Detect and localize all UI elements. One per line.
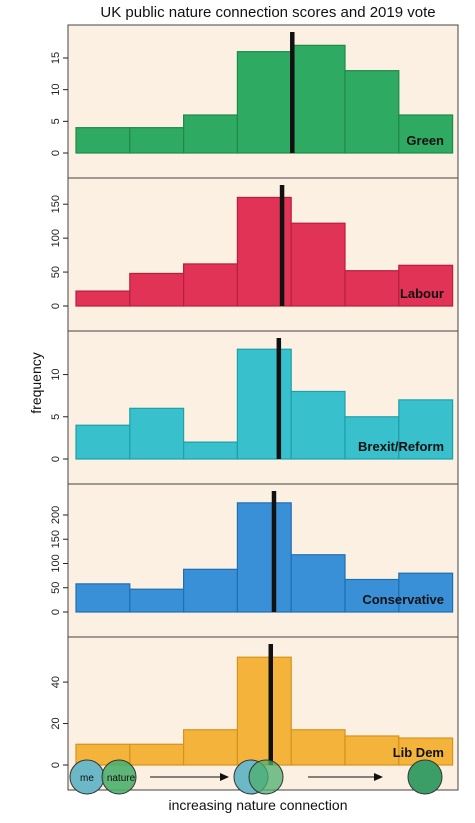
bar: [398, 572, 454, 613]
panel-label: Brexit/Reform: [358, 439, 444, 454]
y-tick-label: 50: [50, 266, 62, 278]
y-tick-label: 10: [50, 368, 62, 380]
y-axis-label: frequency: [28, 352, 44, 413]
chart-title: UK public nature connection scores and 2…: [100, 4, 435, 21]
arrow-head-icon: [220, 773, 229, 781]
bar: [75, 583, 131, 613]
y-tick-label: 50: [50, 582, 62, 594]
bar: [398, 399, 454, 460]
panel-brexit-reform: 0 5 10 Brexit/Reform: [50, 330, 459, 485]
bar: [183, 441, 239, 460]
panel-label: Green: [406, 133, 444, 148]
y-tick-label: 150: [50, 530, 62, 548]
panel-conservative: 0 50 100 150 200 Conservative: [50, 483, 459, 638]
y-tick-label: 0: [50, 762, 62, 768]
bar: [344, 735, 400, 766]
bar: [129, 588, 185, 613]
bar: [236, 656, 292, 766]
bar: [344, 578, 400, 613]
bar: [344, 270, 400, 307]
panel-label: Conservative: [362, 592, 444, 607]
merged-circle-icon: [407, 759, 443, 795]
bar: [344, 416, 400, 460]
y-tick-label: 200: [50, 506, 62, 524]
bar: [75, 424, 131, 460]
bar: [129, 272, 185, 307]
bar: [183, 568, 239, 613]
panel-labour: 0 50 100 150 Labour: [50, 177, 459, 332]
connection-legend: me nature: [69, 759, 443, 795]
y-tick-label: 5: [50, 118, 62, 124]
bar: [290, 729, 346, 766]
nature-circle-icon: [248, 759, 284, 795]
bar: [290, 554, 346, 613]
bar: [398, 264, 454, 307]
bar: [290, 44, 346, 154]
nature-label: nature: [107, 773, 136, 784]
bar: [398, 114, 454, 154]
bar: [75, 127, 131, 154]
y-tick-label: 0: [50, 456, 62, 462]
bar: [183, 263, 239, 307]
panel-label: Lib Dem: [393, 745, 444, 760]
y-tick-label: 5: [50, 414, 62, 420]
bar: [129, 127, 185, 154]
me-label: me: [80, 773, 94, 784]
y-tick-label: 20: [50, 717, 62, 729]
bar: [75, 290, 131, 307]
y-tick-label: 100: [50, 554, 62, 572]
nature-circle-icon: [101, 759, 137, 795]
bar: [290, 222, 346, 307]
y-tick-label: 0: [50, 609, 62, 615]
bar: [290, 390, 346, 460]
bar: [236, 51, 292, 154]
y-tick-label: 150: [50, 195, 62, 213]
y-tick-label: 0: [50, 303, 62, 309]
bar: [183, 114, 239, 154]
y-tick-label: 100: [50, 229, 62, 247]
panel-label: Labour: [400, 286, 444, 301]
y-tick-label: 0: [50, 150, 62, 156]
x-axis-label: increasing nature connection: [168, 797, 347, 813]
bar: [129, 407, 185, 460]
bar: [236, 502, 292, 613]
bar: [129, 743, 185, 766]
y-tick-label: 40: [50, 676, 62, 688]
panel-green: 0 5 10 15 Green: [50, 24, 459, 179]
bar: [236, 348, 292, 460]
y-tick-label: 10: [50, 84, 62, 96]
y-tick-label: 15: [50, 52, 62, 64]
bar: [344, 70, 400, 154]
bar: [183, 729, 239, 766]
arrow-head-icon: [374, 773, 383, 781]
panels-group: 0 5 10 15 Green 0 50 100 150 Labour 0 5 10 Brexit/Ref…: [50, 24, 459, 791]
